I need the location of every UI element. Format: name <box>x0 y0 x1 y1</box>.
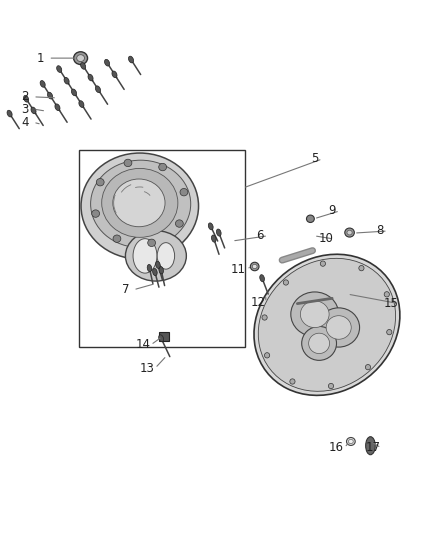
Ellipse shape <box>345 228 354 237</box>
Ellipse shape <box>113 179 165 227</box>
Text: 10: 10 <box>318 232 333 245</box>
Ellipse shape <box>326 316 351 339</box>
Ellipse shape <box>283 280 289 285</box>
Ellipse shape <box>359 265 364 271</box>
Ellipse shape <box>71 89 77 96</box>
Ellipse shape <box>159 163 166 171</box>
Ellipse shape <box>88 74 93 81</box>
Ellipse shape <box>251 262 259 271</box>
Ellipse shape <box>128 56 134 63</box>
Ellipse shape <box>95 86 100 93</box>
Ellipse shape <box>64 77 69 84</box>
Ellipse shape <box>159 266 163 274</box>
Ellipse shape <box>291 292 339 336</box>
Ellipse shape <box>81 62 86 69</box>
Ellipse shape <box>265 353 270 358</box>
Text: 11: 11 <box>231 263 246 276</box>
Ellipse shape <box>366 437 375 455</box>
Ellipse shape <box>290 379 295 384</box>
Ellipse shape <box>91 160 191 248</box>
Ellipse shape <box>159 335 163 342</box>
Ellipse shape <box>260 274 265 282</box>
Text: 1: 1 <box>37 52 44 64</box>
Text: 7: 7 <box>122 284 129 296</box>
Ellipse shape <box>81 153 198 259</box>
Ellipse shape <box>148 239 155 247</box>
Ellipse shape <box>102 168 178 237</box>
Ellipse shape <box>7 110 12 117</box>
Ellipse shape <box>147 264 152 272</box>
Ellipse shape <box>96 179 104 186</box>
Ellipse shape <box>328 383 334 389</box>
Text: 5: 5 <box>311 152 318 165</box>
Text: 14: 14 <box>135 338 150 351</box>
Ellipse shape <box>112 71 117 78</box>
Ellipse shape <box>252 264 257 269</box>
Ellipse shape <box>155 261 160 269</box>
Text: 6: 6 <box>257 229 264 242</box>
Ellipse shape <box>92 210 99 217</box>
Ellipse shape <box>31 107 36 114</box>
Ellipse shape <box>74 52 88 64</box>
Ellipse shape <box>387 329 392 335</box>
Ellipse shape <box>320 261 325 266</box>
Text: 3: 3 <box>21 102 29 116</box>
Ellipse shape <box>258 259 396 391</box>
Text: 4: 4 <box>21 116 29 129</box>
Ellipse shape <box>309 333 329 353</box>
Ellipse shape <box>124 159 132 167</box>
Ellipse shape <box>307 215 314 222</box>
Ellipse shape <box>302 326 336 360</box>
Ellipse shape <box>216 229 221 236</box>
Ellipse shape <box>254 254 400 395</box>
Text: 9: 9 <box>328 204 336 217</box>
Ellipse shape <box>125 231 186 281</box>
Ellipse shape <box>346 438 355 446</box>
Ellipse shape <box>152 269 157 276</box>
Ellipse shape <box>47 92 53 99</box>
Ellipse shape <box>105 59 110 66</box>
Text: 15: 15 <box>384 297 398 310</box>
Ellipse shape <box>347 230 352 235</box>
Ellipse shape <box>384 292 389 297</box>
Text: 8: 8 <box>376 224 384 238</box>
Ellipse shape <box>77 55 85 62</box>
Text: 17: 17 <box>366 441 381 454</box>
Ellipse shape <box>365 365 371 370</box>
Ellipse shape <box>24 95 28 102</box>
Ellipse shape <box>262 315 267 320</box>
Text: 16: 16 <box>329 441 344 454</box>
Bar <box>159 332 169 341</box>
Ellipse shape <box>55 104 60 110</box>
Text: 13: 13 <box>140 362 155 375</box>
Ellipse shape <box>79 101 84 108</box>
Ellipse shape <box>157 243 175 269</box>
Ellipse shape <box>180 189 188 196</box>
Ellipse shape <box>40 80 45 87</box>
Ellipse shape <box>133 239 157 273</box>
Ellipse shape <box>300 301 329 328</box>
Ellipse shape <box>212 235 216 242</box>
Ellipse shape <box>113 235 121 243</box>
Text: 2: 2 <box>21 90 29 103</box>
Ellipse shape <box>176 220 183 227</box>
Ellipse shape <box>318 308 360 347</box>
Text: 12: 12 <box>251 296 266 309</box>
Ellipse shape <box>349 439 353 443</box>
Ellipse shape <box>57 66 62 72</box>
Ellipse shape <box>208 223 213 230</box>
